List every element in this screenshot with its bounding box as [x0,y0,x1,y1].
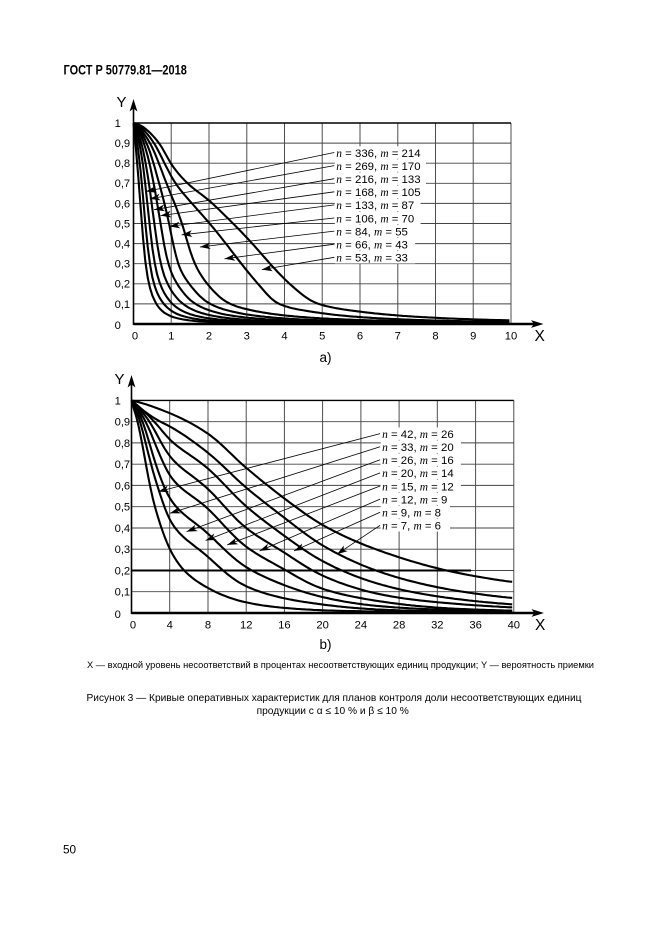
svg-text:продукции с α ≤ 10 % и β ≤ 10: продукции с α ≤ 10 % и β ≤ 10 % [257,706,409,717]
svg-text:0: 0 [115,609,121,621]
svg-text:20: 20 [316,620,328,632]
svg-text:а): а) [320,350,332,365]
svg-text:0,5: 0,5 [115,502,131,514]
svg-text:n = 106, m = 70: n = 106, m = 70 [336,213,414,225]
svg-text:X — входной уровень несоответс: X — входной уровень несоответствий в про… [87,660,594,670]
svg-text:1: 1 [115,395,121,407]
svg-text:0,3: 0,3 [115,259,131,271]
svg-text:6: 6 [357,331,363,343]
svg-text:n = 7, m = 6: n = 7, m = 6 [382,521,441,533]
svg-text:3: 3 [244,331,250,343]
svg-text:2: 2 [206,331,212,343]
svg-text:10: 10 [505,331,517,343]
svg-text:0,8: 0,8 [115,158,131,170]
svg-text:0,5: 0,5 [115,218,131,230]
svg-text:n = 26, m = 16: n = 26, m = 16 [382,455,454,467]
svg-text:Рисунок 3 — Кривые оперативных: Рисунок 3 — Кривые оперативных характери… [87,693,582,704]
svg-text:0: 0 [115,320,121,332]
svg-text:n = 42, m = 26: n = 42, m = 26 [382,429,454,441]
svg-text:32: 32 [431,620,443,632]
svg-text:8: 8 [205,620,211,632]
svg-text:0,7: 0,7 [115,459,131,471]
svg-text:n = 336, m = 214: n = 336, m = 214 [336,148,420,160]
svg-text:0,6: 0,6 [115,198,131,210]
svg-text:0,4: 0,4 [115,523,131,535]
svg-text:0,9: 0,9 [115,417,131,429]
svg-text:12: 12 [240,620,252,632]
svg-text:1: 1 [168,331,174,343]
svg-text:n = 269, m = 170: n = 269, m = 170 [336,161,420,173]
svg-text:0: 0 [130,620,136,632]
svg-text:28: 28 [393,620,405,632]
svg-text:0,6: 0,6 [115,480,131,492]
svg-text:50: 50 [63,843,77,857]
svg-text:0,4: 0,4 [115,239,131,251]
svg-text:36: 36 [469,620,481,632]
svg-text:24: 24 [355,620,367,632]
svg-text:n = 84, m = 55: n = 84, m = 55 [336,226,408,238]
svg-text:0,8: 0,8 [115,438,131,450]
svg-text:X: X [535,617,546,634]
svg-text:0,1: 0,1 [115,299,131,311]
svg-text:n = 9, m = 8: n = 9, m = 8 [382,508,441,520]
svg-text:Y: Y [115,371,125,388]
svg-text:n = 12, m = 9: n = 12, m = 9 [382,494,447,506]
svg-text:7: 7 [395,331,401,343]
svg-text:0,9: 0,9 [115,138,131,150]
svg-text:0,7: 0,7 [115,178,131,190]
svg-text:0,2: 0,2 [115,279,131,291]
svg-text:n = 33, m = 20: n = 33, m = 20 [382,442,454,454]
svg-text:8: 8 [432,331,438,343]
svg-text:ГОСТ Р 50779.81—2018: ГОСТ Р 50779.81—2018 [64,63,188,78]
svg-text:n = 53, m = 33: n = 53, m = 33 [336,253,408,265]
svg-text:n = 133, m = 87: n = 133, m = 87 [336,200,414,212]
svg-text:4: 4 [281,331,287,343]
svg-text:n = 168, m = 105: n = 168, m = 105 [336,187,420,199]
svg-text:0,1: 0,1 [115,587,131,599]
svg-text:n = 20, m = 14: n = 20, m = 14 [382,468,454,480]
svg-text:b): b) [320,637,332,652]
svg-text:X: X [535,328,546,345]
svg-text:0,3: 0,3 [115,544,131,556]
svg-text:16: 16 [278,620,290,632]
svg-text:n = 66, m = 43: n = 66, m = 43 [336,240,408,252]
svg-text:0: 0 [132,331,138,343]
svg-text:9: 9 [470,331,476,343]
svg-text:n = 216, m = 133: n = 216, m = 133 [336,174,420,186]
svg-text:40: 40 [508,620,520,632]
svg-text:4: 4 [167,620,173,632]
svg-text:Y: Y [117,94,127,111]
svg-text:0,2: 0,2 [115,565,131,577]
svg-text:1: 1 [115,118,121,130]
svg-text:5: 5 [319,331,325,343]
svg-text:n = 15, m = 12: n = 15, m = 12 [382,481,454,493]
